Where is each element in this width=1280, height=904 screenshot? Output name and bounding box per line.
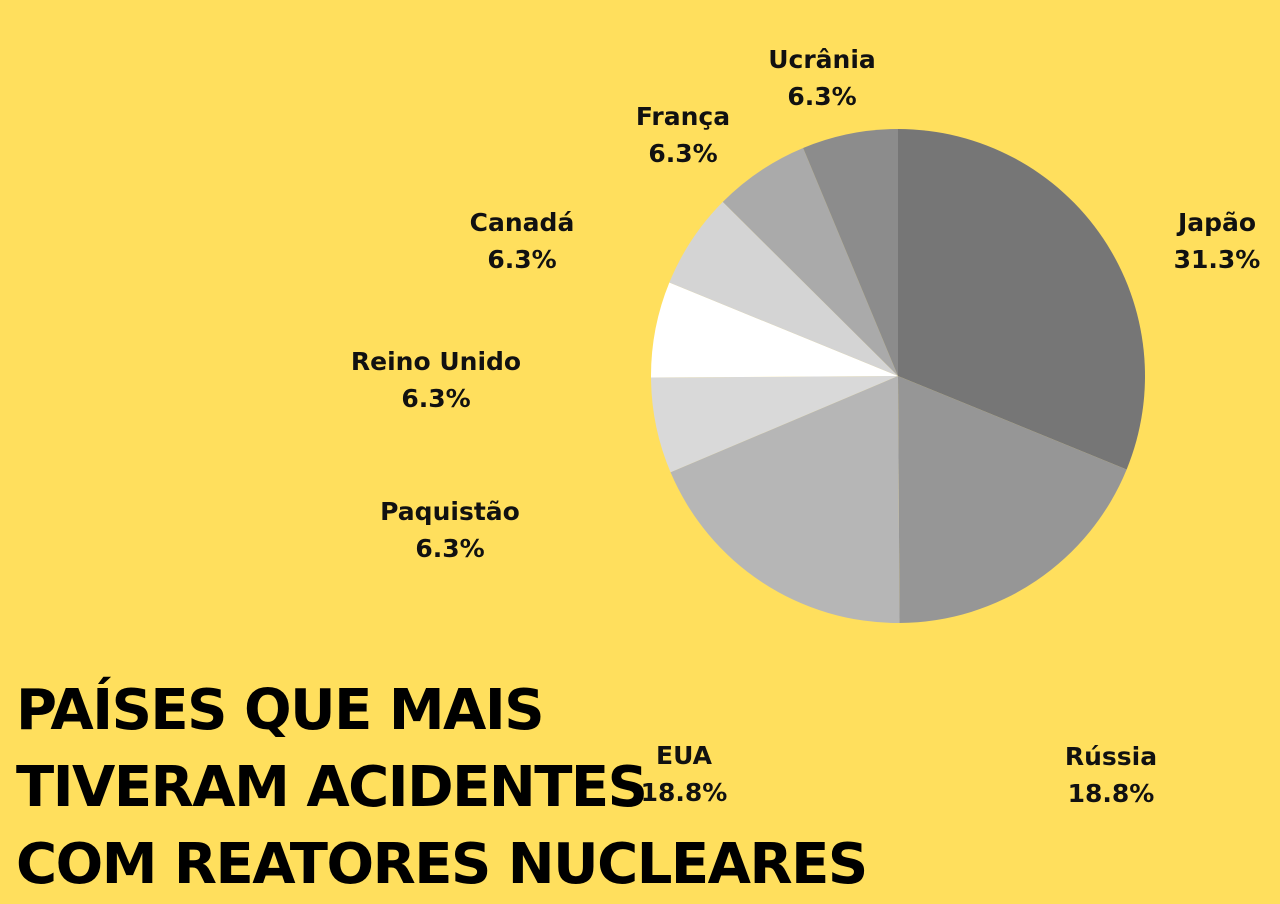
pie-slice-japão [898,129,1146,470]
pie-slices [650,129,1146,624]
slice-label: Ucrânia [768,45,876,74]
slice-value-label: 6.3% [487,245,556,274]
chart-title: PAÍSES QUE MAIS TIVERAM ACIDENTES COM RE… [16,672,916,903]
pie-slice-frança [722,147,898,376]
slice-value-label: 6.3% [787,82,856,111]
pie-slice-reino-unido [650,282,898,378]
chart-title-line: TIVERAM ACIDENTES [16,755,648,820]
pie-slice-ucrânia [803,129,898,376]
slice-value-label: 18.8% [1068,779,1155,808]
slice-label: Paquistão [380,497,520,526]
chart-title-line: PAÍSES QUE MAIS [16,678,545,743]
slice-label: Rússia [1065,742,1157,771]
slice-value-label: 18.8% [641,778,728,807]
slice-value-label: 6.3% [401,384,470,413]
slice-label: Canadá [470,208,575,237]
slice-value-label: 31.3% [1174,245,1261,274]
pie-slice-rússia [898,376,1127,623]
pie-slice-canadá [669,201,898,376]
slice-label: EUA [656,741,713,770]
chart-title-line: COM REATORES NUCLEARES [16,832,868,897]
pie-labels: Japão 31.3% Rússia 18.8% EUA 18.8% Paquistão 6.… [351,45,1260,808]
pie-slice-eua [670,376,900,624]
pie-slice-paquistão [651,376,898,473]
slice-label: Reino Unido [351,347,521,376]
slice-value-label: 6.3% [415,534,484,563]
slice-value-label: 6.3% [648,139,717,168]
slice-label: Japão [1176,208,1256,237]
slice-label: França [636,102,730,131]
